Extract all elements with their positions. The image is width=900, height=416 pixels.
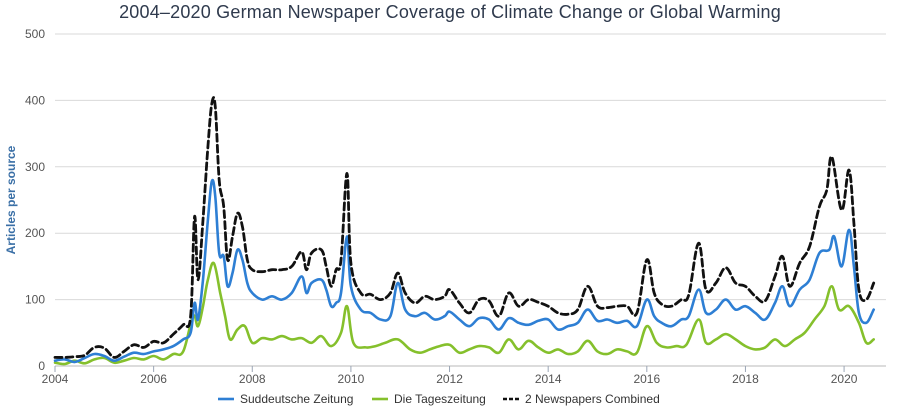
y-tick-label: 400 xyxy=(25,93,45,107)
y-tick-label: 300 xyxy=(25,160,45,174)
legend-item-taz[interactable]: Die Tageszeitung xyxy=(372,392,486,406)
y-tick-label: 0 xyxy=(38,359,45,373)
x-tick-label: 2012 xyxy=(436,372,463,386)
x-tick-label: 2004 xyxy=(42,372,69,386)
y-tick-label: 500 xyxy=(25,27,45,41)
legend-label: Die Tageszeitung xyxy=(394,392,486,406)
x-tick-label: 2006 xyxy=(140,372,167,386)
y-tick-label: 100 xyxy=(25,293,45,307)
legend[interactable]: Suddeutsche Zeitung Die Tageszeitung 2 New… xyxy=(218,392,660,406)
legend-item-combined[interactable]: 2 Newspapers Combined xyxy=(503,392,660,406)
axes: 0 100 200 300 400 500 2004 2006 2008 2010 2012 2014… xyxy=(4,27,858,386)
y-tick-label: 200 xyxy=(25,226,45,240)
x-tick-label: 2008 xyxy=(239,372,266,386)
legend-label: 2 Newspapers Combined xyxy=(525,392,660,406)
x-tick-label: 2014 xyxy=(535,372,562,386)
x-tick-label: 2010 xyxy=(338,372,365,386)
series-line-taz xyxy=(53,261,875,366)
legend-item-sz[interactable]: Suddeutsche Zeitung xyxy=(218,392,353,406)
x-tick-label: 2020 xyxy=(831,372,858,386)
series-line-sz xyxy=(53,178,875,364)
chart-title: 2004–2020 German Newspaper Coverage of C… xyxy=(119,2,781,22)
legend-label: Suddeutsche Zeitung xyxy=(240,392,353,406)
y-axis-label: Articles per source xyxy=(4,145,18,254)
series-lines xyxy=(53,96,876,366)
series-line-combined xyxy=(53,96,876,359)
x-tick-label: 2018 xyxy=(732,372,759,386)
x-tick-label: 2016 xyxy=(633,372,660,386)
gridlines xyxy=(55,33,886,367)
